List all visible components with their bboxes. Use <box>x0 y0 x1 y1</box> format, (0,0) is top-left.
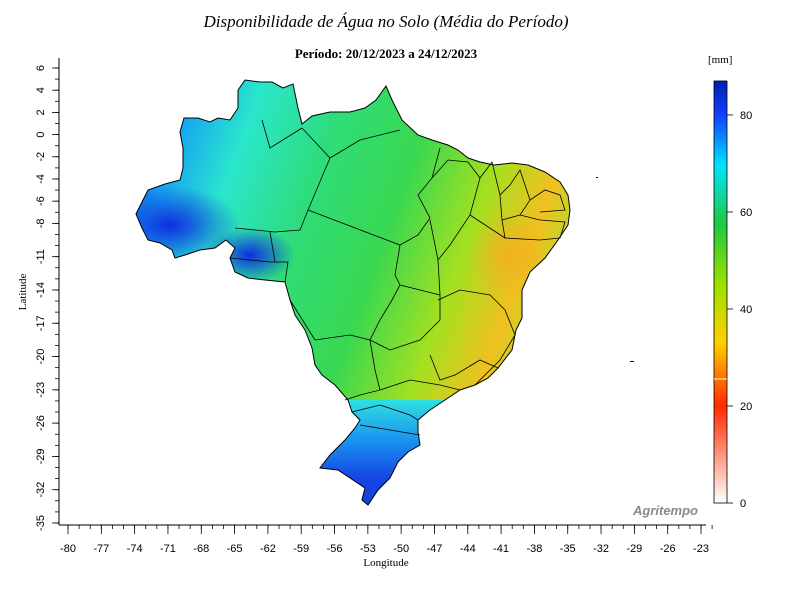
x-tick-label: -41 <box>493 543 509 555</box>
goias-border <box>369 284 441 351</box>
legend-tick-label: 40 <box>740 304 752 316</box>
ceara-border <box>499 169 531 221</box>
agritempo-logo: Agritempo <box>633 503 698 518</box>
x-tick-label: -74 <box>127 543 143 555</box>
x-tick-label: -29 <box>626 543 642 555</box>
legend-tick-label: 60 <box>740 207 752 219</box>
roraima-border <box>261 119 303 149</box>
x-axis-title: Longitude <box>363 557 408 569</box>
y-tick-label: -26 <box>35 415 47 431</box>
pernambuco-border <box>504 214 566 241</box>
rondonia-border <box>269 231 276 263</box>
legend-tick-label: 80 <box>740 110 752 122</box>
y-tick-label: -6 <box>35 196 47 206</box>
y-tick-label: 4 <box>35 87 47 93</box>
axes: -80 -77 -74 -71 -68 -65 -62 -59 -56 -53 -50 -47 -44-… <box>35 58 713 555</box>
x-tick-label: -62 <box>260 543 276 555</box>
x-tick-label: -23 <box>693 543 709 555</box>
santa-catarina-border <box>359 424 421 436</box>
y-tick-label: -4 <box>35 174 47 184</box>
y-tick-label: -29 <box>35 448 47 464</box>
acre-border <box>229 257 289 283</box>
x-tick-label: -32 <box>593 543 609 555</box>
y-tick-label: -2 <box>35 152 47 162</box>
y-tick-label: 0 <box>35 132 47 138</box>
x-tick-label: -65 <box>227 543 243 555</box>
x-tick-label: -68 <box>193 543 209 555</box>
y-tick-label: -35 <box>35 515 47 531</box>
y-tick-label: -32 <box>35 482 47 498</box>
x-tick-label: -38 <box>526 543 542 555</box>
bahia-mg-border <box>437 289 516 386</box>
x-tick-label: -50 <box>393 543 409 555</box>
y-tick-label: -23 <box>35 382 47 398</box>
legend-tick-label: 20 <box>740 401 752 413</box>
legend-ticks: 0 20 40 60 80 <box>727 110 752 510</box>
y-axis-title: Latitude <box>17 274 29 311</box>
sao-paulo-border <box>379 379 461 391</box>
y-tick-label: 6 <box>35 65 47 71</box>
minas-border <box>429 354 499 381</box>
x-tick-label: -26 <box>660 543 676 555</box>
x-tick-label: -53 <box>360 543 376 555</box>
brazil-shape <box>136 80 570 505</box>
fernando-de-noronha-island <box>596 177 598 178</box>
x-tick-label: -35 <box>560 543 576 555</box>
x-tick-label: -80 <box>60 543 76 555</box>
period-subtitle: Período: 20/12/2023 a 24/12/2023 <box>294 46 478 61</box>
legend-unit: [mm] <box>708 54 733 66</box>
south-region-fill <box>300 400 450 505</box>
mt-ms-border <box>289 299 316 341</box>
map-title: Disponibilidade de Água no Solo (Média d… <box>203 12 569 31</box>
legend-colorbar <box>713 80 728 504</box>
y-tick-label: -17 <box>35 315 47 331</box>
para-north-border <box>329 129 401 159</box>
x-tick-label: -59 <box>293 543 309 555</box>
amazonas-border <box>234 127 331 233</box>
y-tick-label: -11 <box>35 249 47 264</box>
y-tick-label: -20 <box>35 349 47 365</box>
acre-wet-area <box>205 227 295 283</box>
rn-pb-border <box>529 189 566 213</box>
x-tick-label: -71 <box>160 543 176 555</box>
trindade-island <box>630 361 634 362</box>
legend-tick-label: 0 <box>740 498 746 510</box>
bahia-dry-area <box>470 210 550 300</box>
y-tick-label: -8 <box>35 218 47 228</box>
piaui-border <box>469 161 506 239</box>
y-tick-label: -14 <box>35 282 47 298</box>
state-borders <box>229 119 566 436</box>
mato-grosso-sul-border <box>314 334 381 401</box>
amazonas-west-wet-area <box>136 185 240 265</box>
x-tick-label: -44 <box>460 543 476 555</box>
y-tick-label: 2 <box>35 109 47 115</box>
x-tick-label: -47 <box>427 543 443 555</box>
x-tick-label: -56 <box>327 543 343 555</box>
parana-border <box>351 404 419 421</box>
x-tick-label: -77 <box>93 543 109 555</box>
